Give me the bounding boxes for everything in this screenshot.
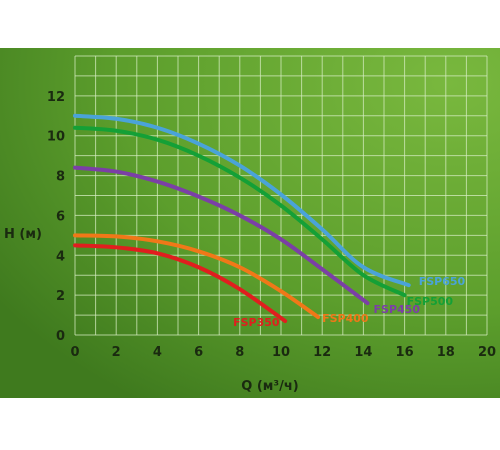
x-tick-labels: 0 2 4 6 8 10 12 14 16 18 20 — [70, 345, 496, 360]
series-label-fsp350: FSP350 — [233, 316, 280, 329]
x-tick-label: 10 — [272, 345, 290, 360]
x-tick-label: 6 — [194, 345, 203, 360]
x-tick-label: 16 — [396, 345, 414, 360]
x-tick-label: 0 — [70, 345, 79, 360]
x-tick-label: 18 — [437, 345, 455, 360]
series-line-fsp400 — [73, 233, 321, 320]
chart-panel: 0 2 4 6 8 10 12 14 16 18 20 0 2 4 6 8 10 12 FSP650 FSP500… — [0, 48, 500, 398]
y-tick-labels: 0 2 4 6 8 10 12 — [47, 90, 65, 344]
y-tick-label: 4 — [56, 249, 65, 264]
x-tick-label: 12 — [313, 345, 331, 360]
x-tick-label: 20 — [478, 345, 496, 360]
pump-curve-chart: 0 2 4 6 8 10 12 14 16 18 20 0 2 4 6 8 10 12 FSP650 FSP500… — [0, 48, 500, 398]
series-lines — [73, 113, 411, 324]
grid — [74, 55, 488, 336]
series-label-fsp500: FSP500 — [407, 295, 454, 308]
x-tick-label: 2 — [112, 345, 121, 360]
series-label-fsp450: FSP450 — [374, 303, 421, 316]
x-tick-label: 14 — [354, 345, 372, 360]
y-tick-label: 12 — [47, 90, 65, 105]
y-tick-label: 0 — [56, 329, 65, 344]
x-axis-label: Q (м³/ч) — [241, 379, 298, 394]
series-line-fsp450 — [73, 165, 370, 306]
y-tick-label: 2 — [56, 289, 65, 304]
y-tick-label: 10 — [47, 130, 65, 145]
series-label-fsp650: FSP650 — [419, 275, 466, 288]
series-line-fsp650 — [73, 113, 411, 288]
x-tick-label: 4 — [153, 345, 162, 360]
y-tick-label: 6 — [56, 209, 65, 224]
y-tick-label: 8 — [56, 170, 65, 185]
series-label-fsp400: FSP400 — [322, 312, 369, 325]
x-tick-label: 8 — [235, 345, 244, 360]
y-axis-label: H (м) — [4, 227, 42, 242]
series-line-fsp500 — [73, 125, 407, 298]
series-line-fsp350 — [73, 243, 288, 324]
